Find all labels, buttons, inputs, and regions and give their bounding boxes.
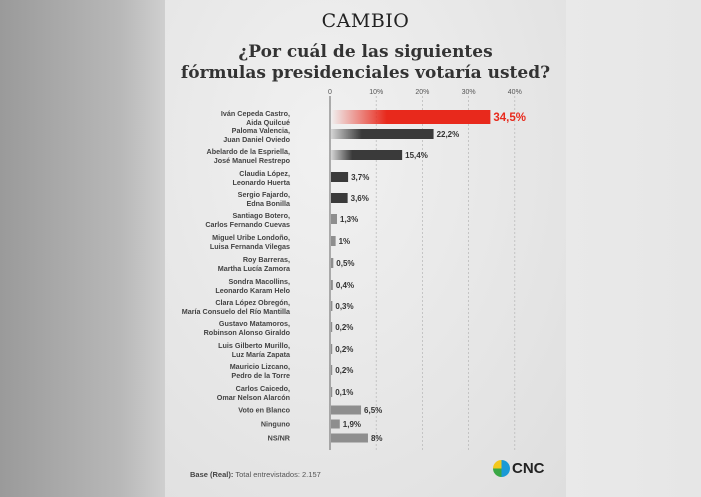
category-label: Voto en Blanco xyxy=(238,406,290,415)
bar xyxy=(331,433,368,443)
category-label: Edna Bonilla xyxy=(246,199,291,208)
category-label: Carlos Caicedo, xyxy=(236,384,290,393)
value-label: 0,1% xyxy=(335,388,353,397)
chart-title: ¿Por cuál de las siguientes fórmulas pre… xyxy=(165,42,566,84)
base-text: Total entrevistados: 2.157 xyxy=(235,470,321,479)
cnc-logo: CNC xyxy=(493,460,545,477)
brand-logo: CAMBIO xyxy=(321,10,410,32)
category-label: Omar Nelson Alarcón xyxy=(217,393,290,402)
value-label: 0,4% xyxy=(336,281,354,290)
value-label: 34,5% xyxy=(493,112,526,124)
bar xyxy=(331,280,333,290)
infographic-card: CAMBIO ¿Por cuál de las siguientes fórmu… xyxy=(165,0,566,497)
title-line-2: fórmulas presidenciales votaría usted? xyxy=(180,63,551,83)
category-label: María Consuelo del Río Mantilla xyxy=(182,307,291,316)
category-label: Leonardo Karam Helo xyxy=(215,286,290,295)
bar xyxy=(331,258,334,268)
value-label: 1,3% xyxy=(340,215,358,224)
category-label: Miguel Uribe Londoño, xyxy=(212,233,290,242)
bar xyxy=(331,129,434,139)
category-label: Paloma Valencia, xyxy=(232,126,290,135)
title-line-1: ¿Por cuál de las siguientes xyxy=(238,42,493,62)
value-label: 0,2% xyxy=(335,345,353,354)
category-label: Robinson Alonso Giraldo xyxy=(204,328,291,337)
category-label: Sergio Fajardo, xyxy=(238,190,290,199)
value-label: 3,6% xyxy=(351,194,369,203)
value-label: 15,4% xyxy=(405,151,428,160)
value-label: 0,2% xyxy=(335,366,353,375)
category-label: Ninguno xyxy=(261,420,291,429)
category-label: Roy Barreras, xyxy=(243,255,290,264)
base-label: Base (Real): xyxy=(190,470,234,479)
value-label: 8% xyxy=(371,434,383,443)
category-label: Luz María Zapata xyxy=(232,350,291,359)
x-tick-label: 0 xyxy=(328,89,332,96)
category-label: Carlos Fernando Cuevas xyxy=(205,220,290,229)
bar xyxy=(331,110,491,124)
bar xyxy=(331,387,333,397)
value-label: 3,7% xyxy=(351,173,369,182)
bar xyxy=(331,405,362,415)
category-label: Martha Lucía Zamora xyxy=(218,264,291,273)
x-tick-label: 20% xyxy=(415,89,429,96)
cnc-logo-text: CNC xyxy=(512,460,545,477)
category-label: Aida Quilcué xyxy=(246,118,290,127)
x-tick-label: 30% xyxy=(462,89,476,96)
category-label: José Manuel Restrepo xyxy=(214,156,291,165)
category-label: Sondra Macollins, xyxy=(228,277,290,286)
category-label: Pedro de la Torre xyxy=(231,371,290,380)
category-label: Luisa Fernanda Vilegas xyxy=(210,242,290,251)
value-label: 22,2% xyxy=(437,130,460,139)
value-label: 0,2% xyxy=(335,323,353,332)
bar xyxy=(331,301,333,311)
x-tick-label: 10% xyxy=(369,89,383,96)
bar xyxy=(331,214,338,224)
value-label: 0,3% xyxy=(335,302,353,311)
category-label: Leonardo Huerta xyxy=(232,178,291,187)
bar xyxy=(331,193,348,203)
bar xyxy=(331,322,333,332)
category-label: Clara López Obregón, xyxy=(215,298,290,307)
category-label: Iván Cepeda Castro, xyxy=(221,109,290,118)
cnc-logo-mark xyxy=(493,460,510,477)
bar xyxy=(331,365,333,375)
bar xyxy=(331,344,333,354)
category-label: Claudia López, xyxy=(239,169,290,178)
bar xyxy=(331,419,340,429)
value-label: 6,5% xyxy=(364,406,382,415)
footer-base: Base (Real): Total entrevistados: 2.157 xyxy=(190,470,321,479)
value-label: 1% xyxy=(339,237,351,246)
bar xyxy=(331,236,336,246)
category-label: Juan Daniel Oviedo xyxy=(223,135,290,144)
category-label: Gustavo Matamoros, xyxy=(219,319,290,328)
bar-chart: 0 10% 20% 30% 40% 34,5% Iván Cepeda Castro,Aid… xyxy=(182,89,526,450)
value-label: 1,9% xyxy=(343,420,361,429)
category-label: Abelardo de la Espriella, xyxy=(207,147,291,156)
bar xyxy=(331,172,349,182)
category-label: NS/NR xyxy=(268,434,291,443)
bar xyxy=(331,150,403,160)
value-label: 0,5% xyxy=(336,259,354,268)
x-tick-label: 40% xyxy=(508,89,522,96)
category-label: Santiago Botero, xyxy=(232,211,290,220)
category-label: Mauricio Lizcano, xyxy=(230,362,290,371)
category-label: Luis Gilberto Murillo, xyxy=(218,341,290,350)
